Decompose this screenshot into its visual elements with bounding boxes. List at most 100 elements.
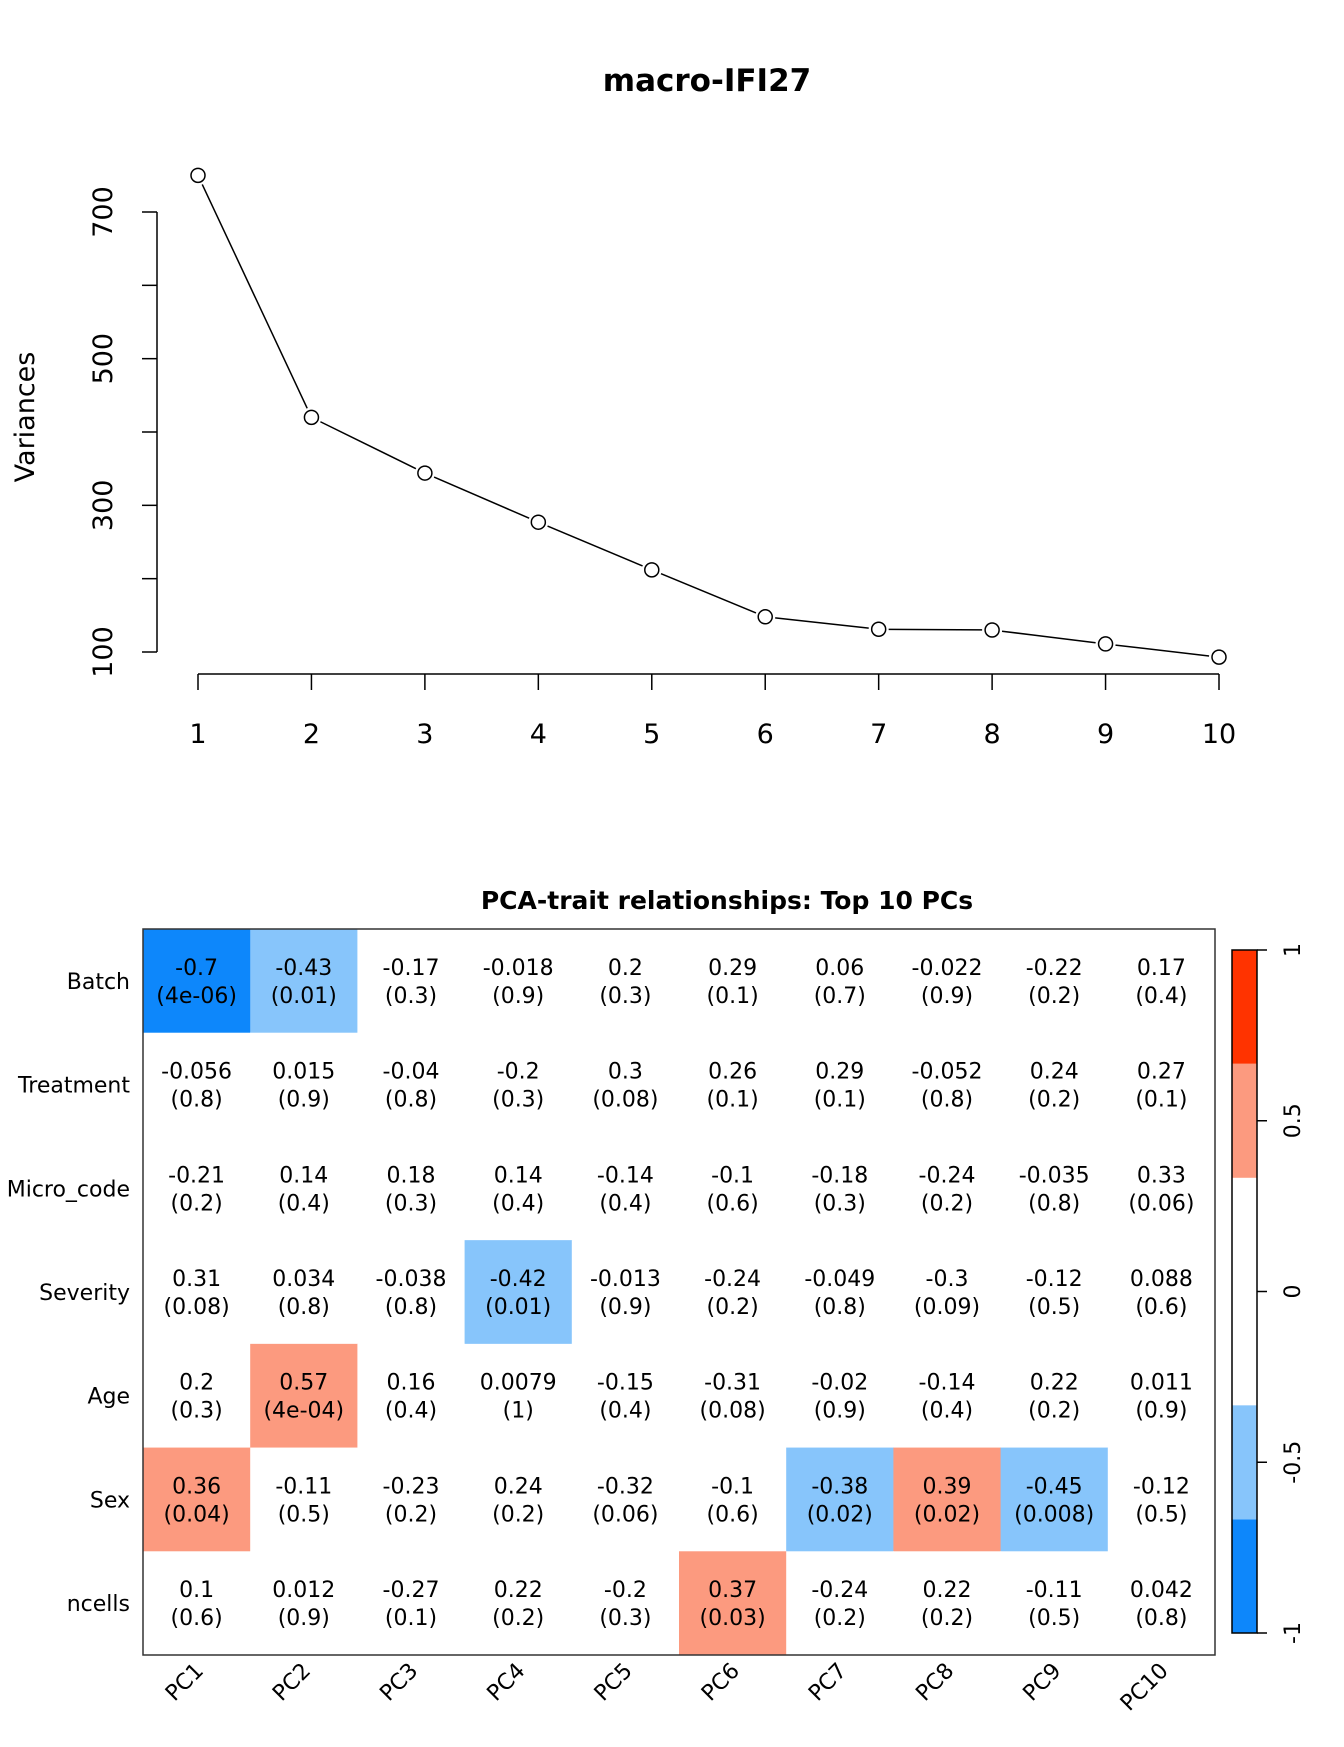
cell-pvalue: (0.02)	[807, 1502, 873, 1527]
heatmap-cell	[464, 1551, 573, 1656]
cell-correlation: -0.038	[376, 1267, 447, 1292]
cell-correlation: 0.26	[708, 1060, 757, 1085]
cell-pvalue: (0.9)	[1135, 1399, 1187, 1424]
cell-correlation: -0.14	[919, 1371, 976, 1396]
cell-pvalue: (0.8)	[921, 1088, 973, 1113]
column-label: PC9	[1019, 1659, 1067, 1707]
cell-pvalue: (0.8)	[1028, 1191, 1080, 1216]
row-label: Severity	[39, 1281, 130, 1306]
cell-pvalue: (0.2)	[492, 1606, 544, 1631]
cell-correlation: -0.22	[1026, 956, 1083, 981]
y-tick-label: 700	[88, 186, 119, 238]
heatmap-cell	[786, 1343, 894, 1449]
heatmap-cell	[250, 1447, 358, 1552]
cell-pvalue: (4e-06)	[156, 984, 237, 1009]
data-point	[870, 621, 887, 638]
cell-pvalue: (0.3)	[385, 984, 437, 1009]
heatmap-cell	[143, 1032, 251, 1137]
cell-correlation: 0.18	[387, 1163, 436, 1188]
cell-pvalue: (0.3)	[385, 1191, 437, 1216]
heatmap-cell	[893, 1447, 1002, 1552]
heatmap-cell	[357, 1343, 466, 1449]
heatmap-cell	[357, 1032, 466, 1137]
cell-correlation: -0.035	[1019, 1163, 1090, 1188]
heatmap-cell	[357, 1551, 466, 1656]
cell-correlation: -0.14	[597, 1163, 654, 1188]
scree-plot: macro-IFI27 Variances 100 300 500 700 1 2 3 4 5 6…	[10, 63, 1236, 750]
x-tick-label: 7	[870, 719, 887, 750]
cell-pvalue: (0.2)	[171, 1191, 223, 1216]
cell-pvalue: (0.03)	[700, 1606, 766, 1631]
scree-marks	[190, 167, 1227, 665]
cell-pvalue: (0.2)	[921, 1191, 973, 1216]
heatmap-title: PCA-trait relationships: Top 10 PCs	[481, 886, 973, 915]
cell-correlation: -0.23	[383, 1474, 440, 1499]
series-line-segment	[1001, 630, 1096, 644]
cell-correlation: 0.29	[815, 1060, 864, 1085]
column-label: PC6	[697, 1659, 745, 1707]
data-point	[644, 562, 660, 578]
cell-pvalue: (0.4)	[1135, 984, 1187, 1009]
cell-correlation: 0.034	[272, 1267, 335, 1292]
cell-correlation: 0.36	[172, 1474, 221, 1499]
cell-pvalue: (0.06)	[592, 1502, 658, 1527]
cell-correlation: 0.1	[179, 1578, 214, 1603]
heatmap-cell	[464, 1136, 573, 1241]
heatmap-cell	[357, 1447, 466, 1552]
data-point	[1211, 649, 1227, 665]
heatmap-cell	[1000, 1032, 1109, 1137]
cell-correlation: 0.3	[608, 1060, 643, 1085]
row-label: Age	[87, 1385, 130, 1410]
heatmap-cell	[143, 929, 251, 1034]
x-tick-label: 2	[303, 719, 320, 750]
heatmap-cell	[250, 1136, 358, 1241]
heatmap-cell	[893, 1240, 1002, 1345]
cell-pvalue: (0.6)	[707, 1502, 759, 1527]
scree-ylabel: Variances	[10, 352, 41, 483]
cell-correlation: -0.2	[604, 1578, 647, 1603]
heatmap-cell	[357, 1136, 466, 1241]
cell-pvalue: (0.3)	[492, 1088, 544, 1113]
cell-correlation: 0.012	[272, 1578, 335, 1603]
cell-correlation: -0.04	[383, 1060, 440, 1085]
heatmap-cell	[1107, 1551, 1216, 1656]
heatmap-cell	[571, 1551, 680, 1656]
cell-correlation: -0.022	[912, 956, 983, 981]
cell-pvalue: (0.5)	[1135, 1502, 1187, 1527]
cell-pvalue: (0.2)	[707, 1295, 759, 1320]
heatmap-cell	[679, 929, 787, 1034]
column-label: PC8	[911, 1659, 959, 1707]
x-tick-label: 9	[1097, 719, 1114, 750]
heatmap-cell	[786, 1032, 894, 1137]
colorbar: -1 -0.5 0 0.5 1	[1231, 943, 1306, 1644]
row-label: ncells	[67, 1592, 130, 1617]
column-label: PC10	[1116, 1659, 1174, 1717]
heatmap-cell	[679, 1447, 787, 1552]
heatmap-cell	[464, 929, 573, 1034]
cell-pvalue: (0.4)	[599, 1191, 651, 1216]
cell-pvalue: (0.08)	[700, 1399, 766, 1424]
heatmap-cell	[786, 1447, 894, 1552]
colorbar-tick-label: -0.5	[1281, 1441, 1306, 1484]
cell-correlation: 0.011	[1130, 1371, 1193, 1396]
cell-pvalue: (0.1)	[385, 1606, 437, 1631]
cell-pvalue: (0.01)	[485, 1295, 551, 1320]
column-label: PC7	[804, 1659, 852, 1707]
cell-correlation: -0.12	[1133, 1474, 1190, 1499]
heatmap-cell	[679, 1343, 787, 1449]
cell-pvalue: (0.6)	[171, 1606, 223, 1631]
cell-correlation: 0.14	[494, 1163, 543, 1188]
heatmap-cell	[893, 1551, 1002, 1656]
cell-correlation: -0.02	[811, 1371, 868, 1396]
colorbar-segment	[1232, 1519, 1257, 1633]
heatmap-cell	[1000, 929, 1109, 1034]
column-label: PC1	[161, 1659, 209, 1707]
cell-pvalue: (0.09)	[914, 1295, 980, 1320]
series-line-segment	[888, 628, 983, 631]
column-label: PC5	[590, 1659, 638, 1707]
cell-pvalue: (0.8)	[814, 1295, 866, 1320]
column-label: PC3	[375, 1659, 423, 1707]
cell-correlation: 0.33	[1137, 1163, 1186, 1188]
heatmap-cell	[250, 1240, 358, 1345]
cell-pvalue: (0.3)	[814, 1191, 866, 1216]
